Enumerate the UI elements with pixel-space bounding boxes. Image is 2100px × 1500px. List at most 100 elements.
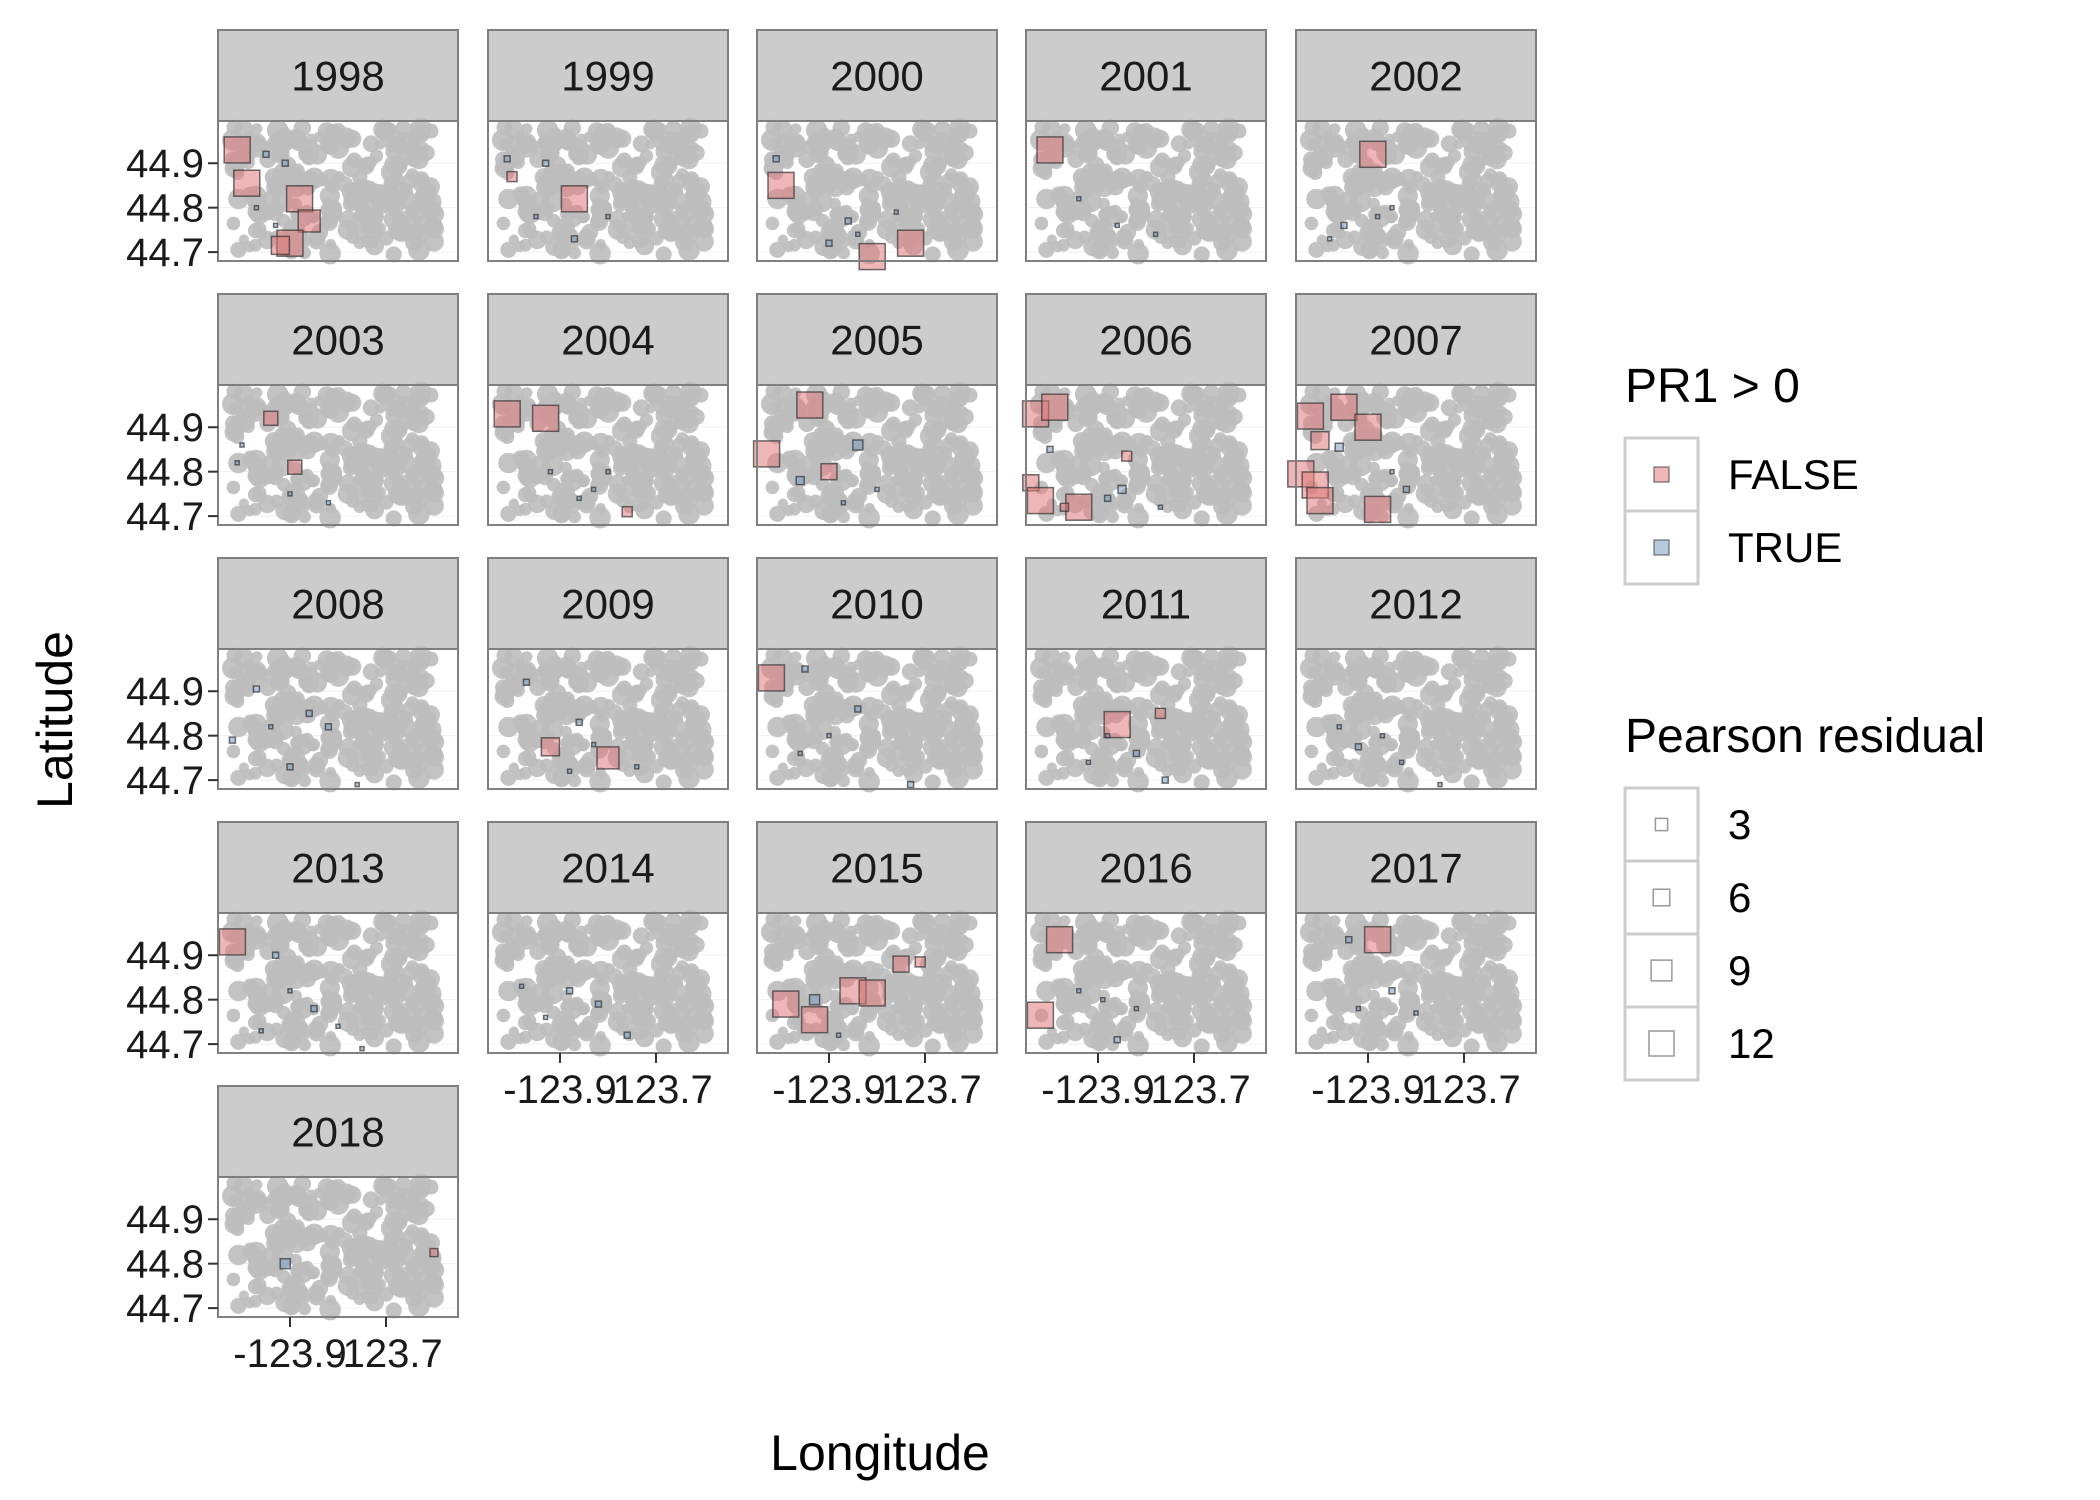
site-point bbox=[852, 131, 864, 143]
site-point bbox=[788, 766, 801, 780]
residual-point bbox=[906, 780, 915, 789]
site-point bbox=[1141, 171, 1154, 183]
site-point bbox=[808, 659, 828, 680]
residual-point bbox=[590, 486, 597, 493]
site-point bbox=[909, 976, 930, 997]
site-point bbox=[251, 915, 263, 927]
site-point bbox=[271, 710, 285, 724]
site-point bbox=[625, 212, 646, 233]
site-point bbox=[852, 395, 864, 407]
site-point bbox=[1163, 212, 1184, 233]
site-point bbox=[953, 187, 971, 204]
site-point bbox=[243, 659, 255, 671]
facet-strip-label: 2012 bbox=[1369, 581, 1462, 628]
site-point bbox=[963, 1023, 983, 1044]
site-point bbox=[1103, 171, 1124, 192]
site-point bbox=[834, 699, 855, 720]
residual-point bbox=[1389, 204, 1395, 211]
site-point bbox=[1100, 736, 1111, 748]
site-point bbox=[1363, 709, 1376, 721]
site-point bbox=[1481, 403, 1499, 421]
site-point bbox=[408, 224, 429, 245]
residual-point bbox=[324, 723, 333, 731]
site-point bbox=[1121, 131, 1133, 143]
site-point bbox=[1063, 227, 1076, 240]
facet-plot-area bbox=[217, 117, 459, 265]
residual-point bbox=[820, 462, 838, 481]
site-point bbox=[541, 446, 555, 460]
site-point bbox=[777, 234, 788, 245]
site-point bbox=[1316, 762, 1327, 773]
facet-panel: 2006 bbox=[1021, 293, 1267, 529]
site-point bbox=[790, 651, 802, 663]
site-point bbox=[821, 757, 833, 769]
site-point bbox=[375, 139, 386, 150]
site-point bbox=[1163, 740, 1184, 761]
site-point bbox=[1453, 139, 1464, 150]
site-point bbox=[877, 738, 896, 757]
site-point bbox=[1391, 659, 1403, 671]
site-point bbox=[1123, 173, 1137, 187]
site-point bbox=[1146, 210, 1165, 229]
site-point bbox=[1222, 451, 1240, 468]
site-point bbox=[1059, 651, 1071, 663]
site-point bbox=[319, 506, 341, 529]
residual-point bbox=[893, 209, 899, 215]
site-point bbox=[926, 1015, 942, 1032]
site-point bbox=[384, 683, 403, 703]
site-point bbox=[369, 149, 384, 163]
site-point bbox=[1034, 744, 1049, 759]
site-point bbox=[1216, 488, 1237, 509]
site-point bbox=[251, 123, 263, 135]
site-point bbox=[1347, 659, 1367, 680]
site-point bbox=[403, 931, 421, 949]
site-point bbox=[341, 182, 362, 202]
site-point bbox=[1325, 452, 1337, 463]
site-point bbox=[1038, 241, 1055, 258]
facet-strip bbox=[756, 557, 998, 650]
site-point bbox=[694, 1023, 714, 1044]
site-point bbox=[315, 965, 329, 979]
site-point bbox=[794, 491, 807, 504]
site-point bbox=[355, 212, 376, 233]
site-point bbox=[226, 911, 243, 928]
site-point bbox=[1306, 666, 1319, 679]
residual-point bbox=[1334, 442, 1344, 452]
site-point bbox=[917, 656, 931, 670]
site-point bbox=[362, 927, 380, 945]
site-point bbox=[655, 246, 672, 263]
site-point bbox=[1373, 171, 1394, 192]
site-point bbox=[655, 510, 672, 527]
residual-point bbox=[840, 500, 847, 506]
site-point bbox=[765, 911, 782, 928]
residual-point bbox=[826, 732, 832, 739]
site-point bbox=[387, 487, 403, 504]
site-point bbox=[1363, 181, 1376, 193]
site-point bbox=[1178, 184, 1199, 205]
site-point bbox=[1303, 686, 1320, 703]
site-point bbox=[625, 476, 646, 497]
site-point bbox=[589, 506, 611, 529]
site-point bbox=[1411, 699, 1424, 711]
site-point bbox=[1195, 223, 1211, 240]
facet-strip-label: 2008 bbox=[291, 581, 384, 628]
site-point bbox=[834, 435, 855, 456]
site-point bbox=[529, 669, 543, 682]
site-point bbox=[285, 973, 298, 985]
site-point bbox=[917, 392, 931, 406]
site-point bbox=[271, 446, 285, 460]
site-point bbox=[807, 200, 824, 217]
panel-border bbox=[756, 384, 998, 526]
residual-point bbox=[825, 239, 833, 247]
site-point bbox=[821, 505, 840, 524]
site-point bbox=[1106, 145, 1123, 163]
site-point bbox=[818, 420, 836, 438]
site-point bbox=[1186, 128, 1200, 142]
site-point bbox=[249, 238, 262, 252]
site-point bbox=[807, 464, 824, 481]
site-point bbox=[1046, 762, 1057, 773]
site-point bbox=[568, 937, 585, 955]
residual-point bbox=[855, 231, 861, 238]
site-point bbox=[1325, 716, 1337, 727]
site-cloud bbox=[1030, 117, 1253, 265]
